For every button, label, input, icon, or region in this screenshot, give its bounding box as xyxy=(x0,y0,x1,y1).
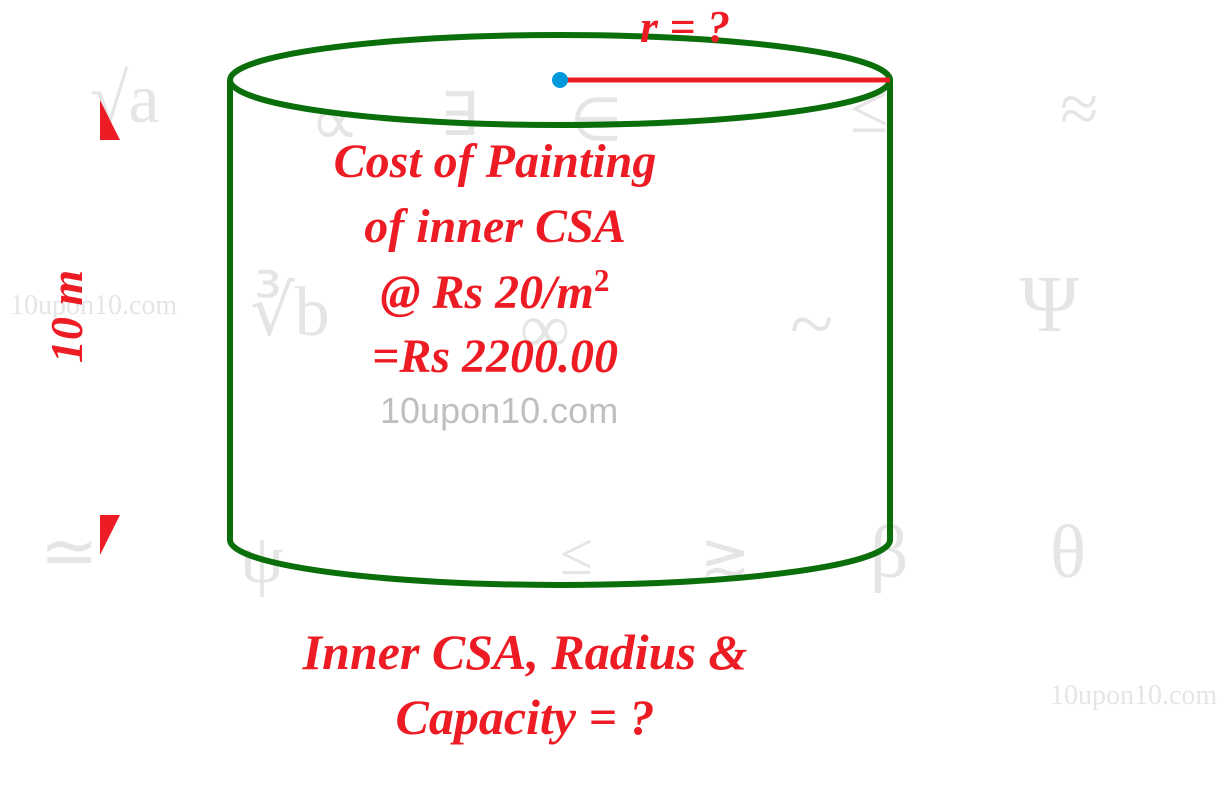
body-line: @ Rs 20/m2 xyxy=(235,260,755,326)
body-line: =Rs 2200.00 xyxy=(235,325,755,390)
watermark-symbol: θ xyxy=(1050,510,1086,596)
body-line: Cost of Painting xyxy=(235,130,755,195)
question-line: Inner CSA, Radius & xyxy=(170,620,880,685)
diagram-canvas: √a∝∃∈≤≈∛b∞~Ψ≃ψ≤≳βθ10upon10.com10upon10.c… xyxy=(0,0,1220,800)
question-line: Capacity = ? xyxy=(170,685,880,750)
watermark-symbol: 10upon10.com xyxy=(1050,680,1217,712)
watermark-brand: 10upon10.com xyxy=(380,390,618,432)
body-line: of inner CSA xyxy=(235,195,755,260)
watermark-symbol: ≈ xyxy=(1060,70,1098,150)
radius-label: r = ? xyxy=(640,0,730,53)
height-label: 10 m xyxy=(40,270,93,363)
cylinder-body-text: Cost of Paintingof inner CSA@ Rs 20/m2=R… xyxy=(235,130,755,390)
watermark-symbol: ≃ xyxy=(40,510,99,593)
question-text: Inner CSA, Radius &Capacity = ? xyxy=(170,620,880,750)
watermark-symbol: Ψ xyxy=(1020,260,1079,351)
